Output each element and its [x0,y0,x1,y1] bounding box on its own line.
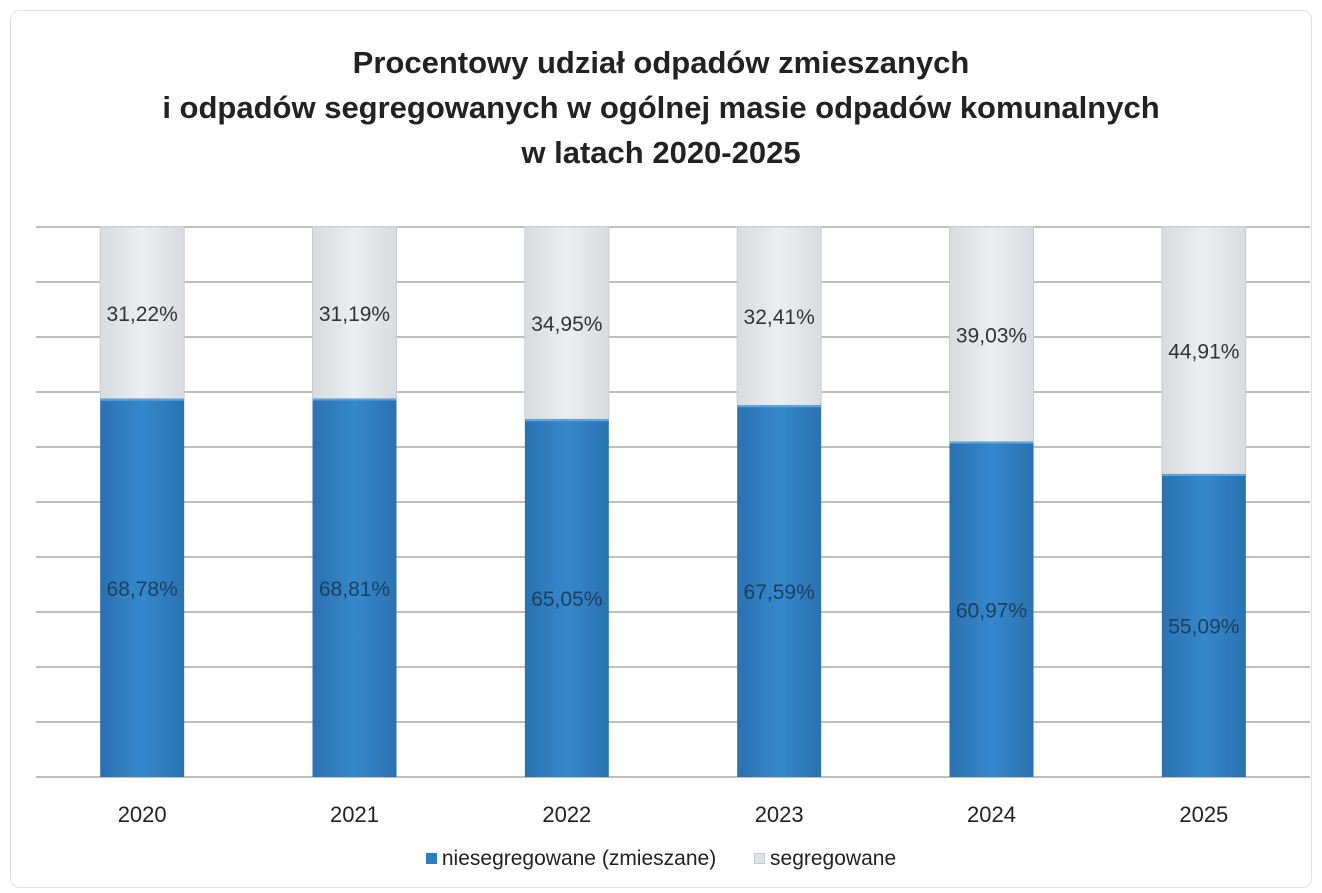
bar-niesegregowane-2023 [737,405,822,777]
legend-item-niesegregowane: niesegregowane (zmieszane) [425,846,717,871]
x-tick-2023: 2023 [755,802,804,827]
bar-segregowane-2024 [949,226,1034,443]
gridlines [36,226,1310,778]
label-segregowane-2025: 44,91% [1168,341,1239,364]
legend-item-segregowane: segregowane [754,847,896,871]
legend-swatch-gray [754,853,766,864]
x-tick-2022: 2022 [542,802,591,827]
bar-niesegregowane-2021 [312,398,397,777]
label-segregowane-2022: 34,95% [531,313,602,336]
bar-niesegregowane-2020 [100,398,185,777]
legend-swatch-blue [425,853,437,864]
legend-label-niesegregowane: niesegregowane (zmieszane) [441,846,717,870]
chart-title-line-2: i odpadów segregowanych w ogólnej masie … [162,90,1160,125]
bar-niesegregowane-2024 [949,441,1034,777]
bar-segregowane-2022 [524,226,610,420]
bar-niesegregowane-2025 [1161,474,1246,777]
bars [99,226,1247,777]
bar-niesegregowane-2022 [524,419,609,777]
label-segregowane-2023: 32,41% [744,306,815,329]
label-niesegregowane-2023: 67,59% [744,581,815,604]
label-niesegregowane-2020: 68,78% [107,578,178,601]
x-tick-2020: 2020 [118,802,167,827]
bar-segregowane-2021 [312,226,397,400]
chart-title-line-1: Procentowy udział odpadów zmieszanych [352,45,970,80]
bar-segregowane-2020 [99,226,185,400]
label-segregowane-2020: 31,22% [107,303,178,326]
legend: niesegregowane (zmieszane) segregowane [0,846,1322,871]
label-segregowane-2024: 39,03% [956,324,1027,347]
bar-segregowane-2023 [736,226,822,406]
data-labels: 31,22% 68,78% 31,19% 68,81% 34,95% 65,05% 32,4… [107,303,1240,639]
label-niesegregowane-2025: 55,09% [1168,616,1239,639]
x-axis-ticks: 2020 2021 2022 2023 2024 2025 [118,802,1229,827]
label-niesegregowane-2022: 65,05% [531,588,602,611]
label-niesegregowane-2021: 68,81% [319,578,390,601]
x-tick-2025: 2025 [1179,802,1228,827]
label-segregowane-2021: 31,19% [319,303,390,326]
chart-title-line-3: w latach 2020-2025 [521,135,801,170]
chart-frame [10,10,1312,888]
x-tick-2024: 2024 [967,802,1016,827]
label-niesegregowane-2024: 60,97% [956,599,1027,622]
chart-title: Procentowy udział odpadów zmieszanych i … [0,40,1322,175]
legend-label-segregowane: segregowane [770,846,897,870]
x-tick-2021: 2021 [330,802,379,827]
